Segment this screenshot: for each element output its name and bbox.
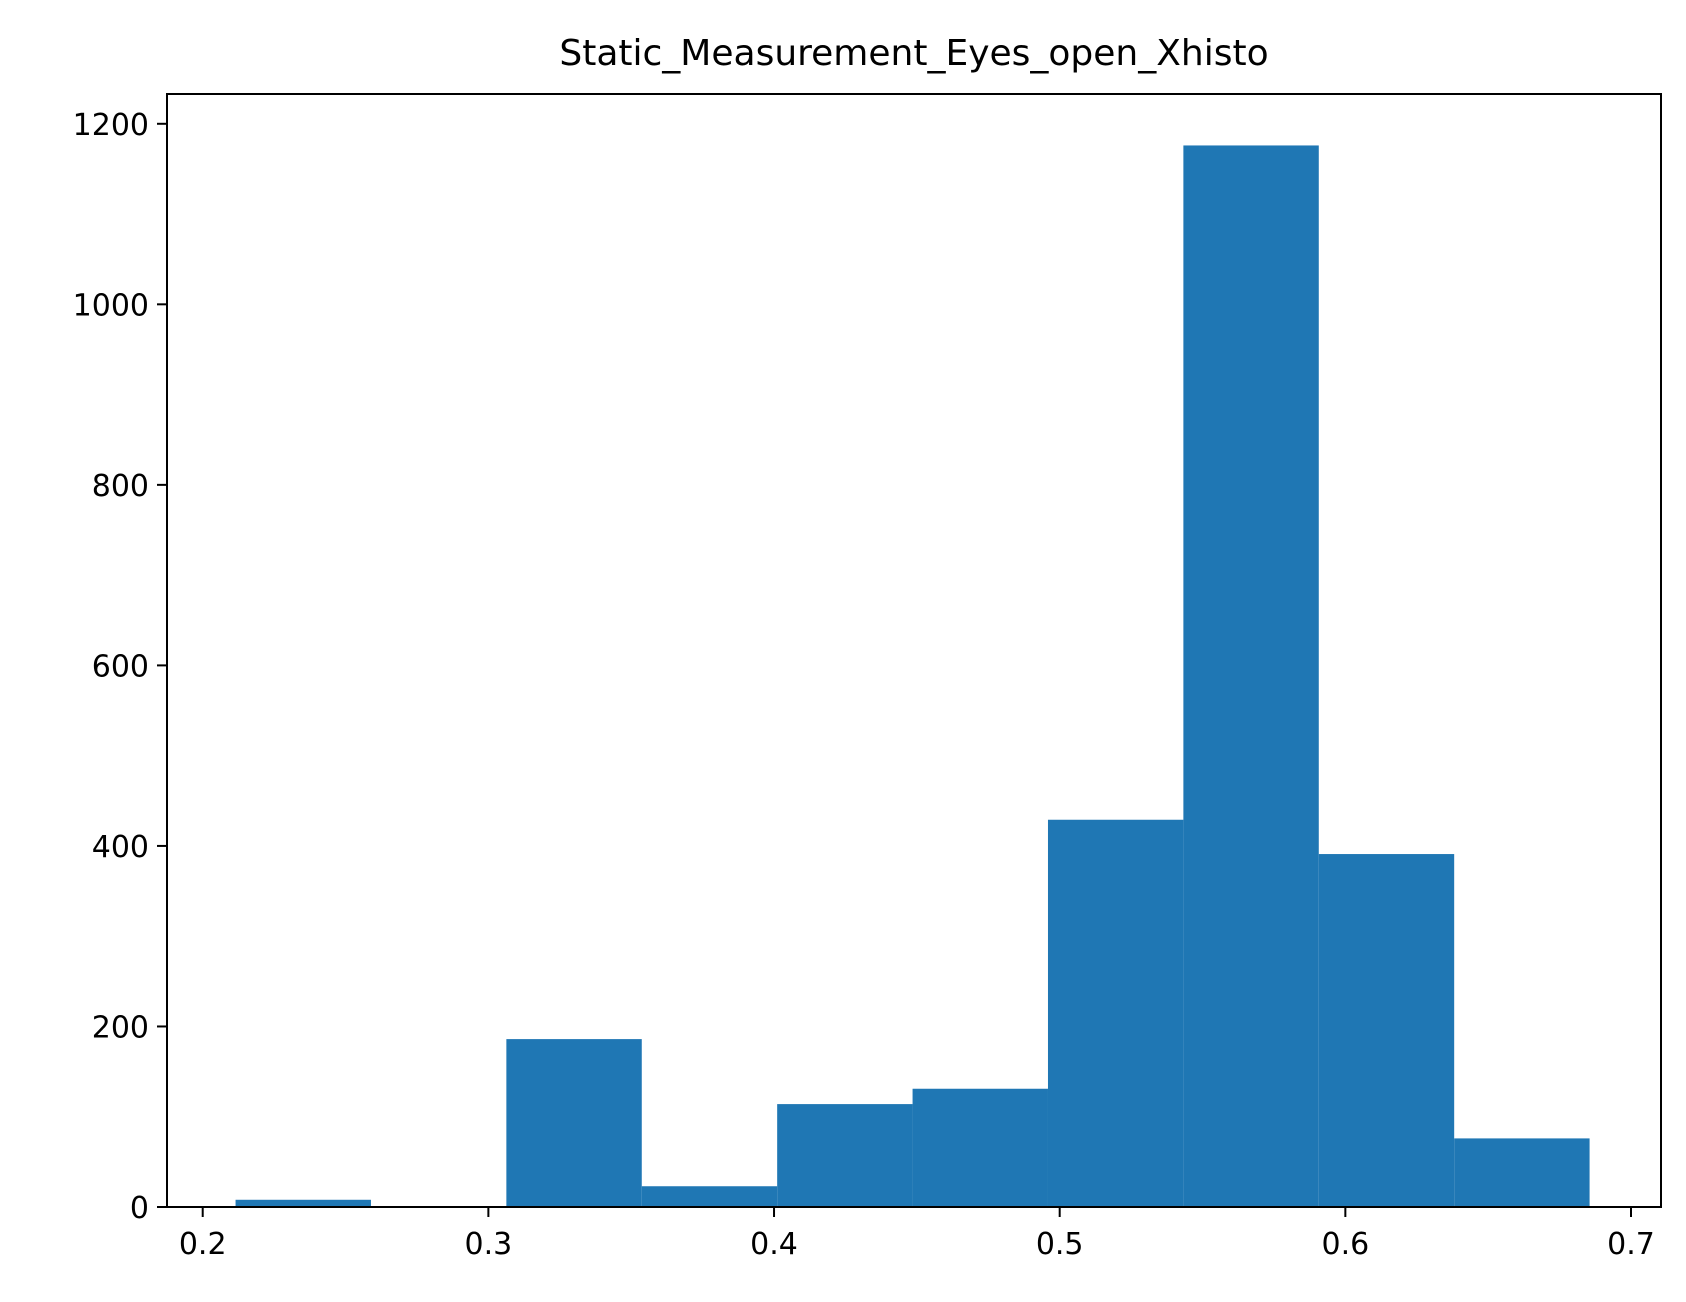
x-tick-label: 0.2: [179, 1227, 227, 1262]
x-axis: 0.2 0.3 0.4 0.5 0.6 0.7: [179, 1207, 1655, 1262]
y-tick-label: 400: [92, 830, 149, 865]
histogram-bar: [506, 1039, 642, 1207]
x-tick-label: 0.7: [1607, 1227, 1655, 1262]
x-tick-label: 0.4: [750, 1227, 798, 1262]
plot-frame: [166, 93, 1662, 1208]
y-tick-label: 0: [130, 1191, 149, 1226]
bars-group: [235, 145, 1590, 1208]
x-tick-label: 0.3: [465, 1227, 513, 1262]
x-tick-label: 0.6: [1321, 1227, 1369, 1262]
x-tick-label: 0.5: [1036, 1227, 1084, 1262]
histogram-bar: [912, 1088, 1048, 1207]
histogram-bar: [1318, 854, 1455, 1207]
histogram-bar: [1454, 1138, 1590, 1207]
histogram-bar: [235, 1199, 371, 1207]
histogram-bar: [1047, 819, 1184, 1207]
y-tick-label: 600: [92, 649, 149, 684]
histogram-bar: [1183, 145, 1319, 1208]
chart-title: Static_Measurement_Eyes_open_Xhisto: [559, 33, 1268, 74]
y-tick-label: 800: [92, 469, 149, 504]
y-tick-label: 1000: [73, 288, 149, 323]
histogram-bar: [641, 1186, 778, 1207]
y-tick-label: 200: [92, 1010, 149, 1045]
y-axis: 0 200 400 600 800 1000 1200: [73, 108, 167, 1226]
y-tick-label: 1200: [73, 108, 149, 143]
histogram-bar: [777, 1104, 913, 1207]
